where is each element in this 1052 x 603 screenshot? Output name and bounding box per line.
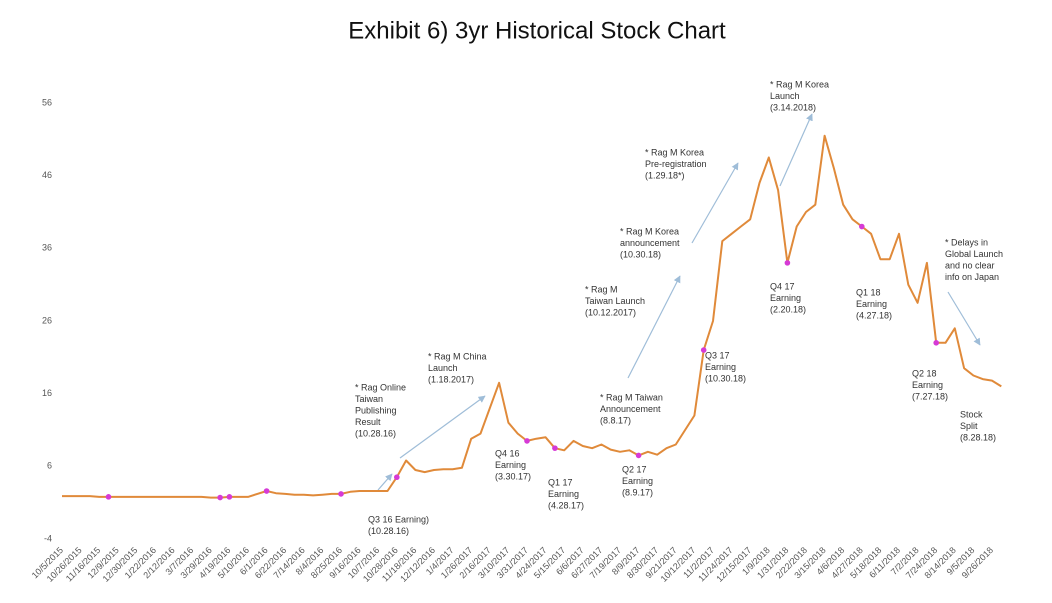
event-marker: [394, 474, 400, 481]
annotation-line: (1.18.2017): [428, 374, 474, 384]
event-marker: [217, 494, 223, 501]
annotation: Q3 16 Earning) (10.28.16): [368, 514, 429, 536]
annotation-line: Publishing: [355, 405, 397, 415]
event-marker: [784, 260, 791, 266]
event-marker: [105, 494, 112, 500]
annotation-line: (8.9.17): [622, 487, 653, 497]
event-marker: [700, 347, 707, 353]
annotation-line: (1.29.18*): [645, 170, 685, 180]
annotation-line: info on Japan: [945, 272, 999, 282]
arrows: [377, 113, 981, 491]
event-marker: [933, 340, 939, 346]
annotation-line: (3.30.17): [495, 471, 531, 481]
annotation: Q2 18 Earning(7.27.18): [912, 368, 948, 401]
annotation-line: Launch: [428, 363, 458, 373]
annotation-line: Global Launch: [945, 249, 1003, 259]
annotation-line: announcement: [620, 238, 680, 248]
annotation-line: Q4 16: [495, 448, 520, 458]
annotation-line: Q1 17: [548, 477, 573, 487]
event-marker: [524, 438, 530, 444]
annotation-line: * Rag M Korea: [645, 147, 704, 157]
annotation-line: * Rag M Korea: [620, 226, 679, 236]
annotation-line: (10.30.18): [620, 249, 661, 259]
event-marker: [263, 488, 270, 494]
annotation-line: * Rag M Taiwan: [600, 392, 663, 402]
annotation-line: (3.14.2018): [770, 102, 816, 112]
annotation: * Rag M Taiwan Launch(10.12.2017): [585, 284, 645, 317]
annotation-line: Q2 18: [912, 368, 937, 378]
annotation-line: (10.12.2017): [585, 307, 636, 317]
annotation-line: Earning: [622, 476, 653, 486]
chart-title: Exhibit 6) 3yr Historical Stock Chart: [348, 17, 726, 44]
annotation: Q4 16 Earning(3.30.17): [495, 448, 531, 481]
annotation-line: Launch: [770, 91, 800, 101]
y-tick-label: 6: [47, 461, 52, 471]
annotation-line: (10.30.18): [705, 373, 746, 383]
annotation-line: (10.28.16): [368, 526, 409, 536]
arrow: [947, 291, 981, 346]
annotation-line: * Rag M Korea: [770, 79, 829, 89]
y-tick-label: 26: [42, 315, 52, 325]
annotation-line: Taiwan Launch: [585, 296, 645, 306]
event-marker: [226, 494, 233, 500]
annotation: Q3 17 Earning(10.30.18): [705, 350, 746, 383]
annotation-line: Stock: [960, 409, 983, 419]
annotation-line: (8.8.17): [600, 415, 631, 425]
arrow: [627, 275, 681, 379]
event-marker: [338, 491, 344, 497]
annotation-line: (8.28.18): [960, 432, 996, 442]
annotation-line: Q2 17: [622, 464, 647, 474]
annotation-line: Pre-registration: [645, 159, 707, 169]
annotation-line: Earning: [705, 362, 736, 372]
arrow: [691, 162, 739, 244]
annotation-line: (4.28.17): [548, 500, 584, 510]
annotation-line: (2.20.18): [770, 304, 806, 314]
annotation: Q1 18 Earning(4.27.18): [856, 287, 892, 320]
annotation-line: Earning: [770, 293, 801, 303]
y-tick-label: 56: [42, 97, 52, 107]
annotation: * Rag M Korea Launch(3.14.2018): [770, 79, 829, 112]
annotation-line: Earning: [856, 299, 887, 309]
annotation-line: * Delays in: [945, 237, 988, 247]
annotation: * Rag M Korea announcement(10.30.18): [620, 226, 680, 259]
annotation-line: Q1 18: [856, 287, 881, 297]
annotation-line: Q4 17: [770, 281, 795, 291]
annotation-line: Q3 17: [705, 350, 730, 360]
arrow: [399, 395, 486, 459]
annotation-line: (7.27.18): [912, 391, 948, 401]
event-marker: [859, 223, 865, 230]
y-tick-label: 36: [42, 243, 52, 253]
annotation-line: and no clear: [945, 260, 995, 270]
annotation: * Rag M Korea Pre-registration(1.29.18*): [645, 147, 707, 180]
y-tick-label: 16: [42, 388, 52, 398]
annotation: * Rag M China Launch(1.18.2017): [428, 351, 487, 384]
y-tick-label: -4: [44, 533, 52, 543]
annotation-line: (10.28.16): [355, 428, 396, 438]
annotation-line: Q3 16 Earning): [368, 514, 429, 524]
event-marker: [552, 445, 558, 451]
annotation-line: Result: [355, 417, 381, 427]
annotation-line: * Rag M: [585, 284, 618, 294]
annotation-line: * Rag Online: [355, 382, 406, 392]
annotation-line: * Rag M China: [428, 351, 487, 361]
annotation: Stock Split(8.28.18): [960, 409, 996, 442]
annotation-line: Split: [960, 421, 978, 431]
annotation-line: Announcement: [600, 404, 661, 414]
y-tick-label: 46: [42, 170, 52, 180]
annotation: * Rag M Taiwan Announcement(8.8.17): [600, 392, 663, 425]
annotation-line: Earning: [548, 489, 579, 499]
annotation: Q1 17 Earning(4.28.17): [548, 477, 584, 510]
annotation: Q4 17 Earning(2.20.18): [770, 281, 806, 314]
arrow: [377, 473, 393, 491]
annotation-line: Earning: [495, 460, 526, 470]
annotation: Q2 17 Earning(8.9.17): [622, 464, 653, 497]
annotation-line: Taiwan: [355, 394, 383, 404]
annotation-line: Earning: [912, 380, 943, 390]
arrow: [779, 113, 813, 187]
event-marker: [635, 452, 642, 459]
annotation-line: (4.27.18): [856, 310, 892, 320]
